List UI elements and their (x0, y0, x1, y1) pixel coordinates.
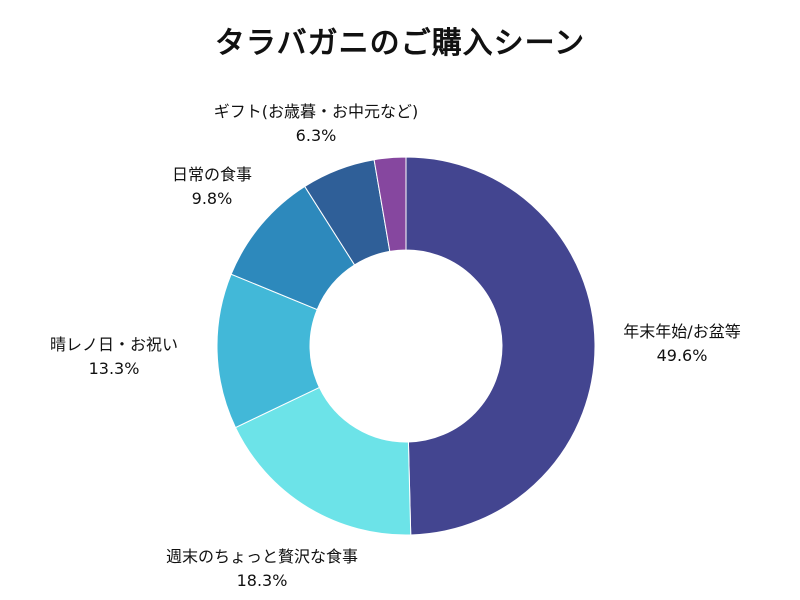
slice-label-name: ギフト(お歳暮・お中元など) (213, 102, 419, 121)
chart-title: タラバガニのご購入シーン (214, 26, 586, 61)
slice-label-name: 年末年始/お盆等 (623, 322, 741, 341)
slice-label-name: 週末のちょっと贅沢な食事 (165, 547, 359, 566)
slice-label-celebration: 晴レノ日・お祝い 13.3% (50, 333, 178, 381)
slice-label-daily-meal: 日常の食事 9.8% (172, 163, 252, 211)
slice-new-year-obon (405, 156, 596, 536)
slice-label-value: 9.8% (191, 189, 233, 208)
slice-label-name: 日常の食事 (171, 165, 253, 184)
slice-label-weekend-luxury: 週末のちょっと贅沢な食事 18.3% (166, 545, 358, 593)
slice-label-value: 49.6% (656, 346, 708, 365)
slice-label-new-year-obon: 年末年始/お盆等 49.6% (623, 320, 740, 368)
slice-label-name: 晴レノ日・お祝い (49, 335, 179, 354)
slice-other (373, 156, 407, 252)
slice-label-value: 6.3% (295, 126, 337, 145)
slice-weekend-luxury (234, 386, 412, 536)
slice-label-value: 18.3% (236, 571, 288, 590)
slice-label-gift: ギフト(お歳暮・お中元など) 6.3% (214, 100, 419, 148)
slice-label-value: 13.3% (88, 359, 140, 378)
